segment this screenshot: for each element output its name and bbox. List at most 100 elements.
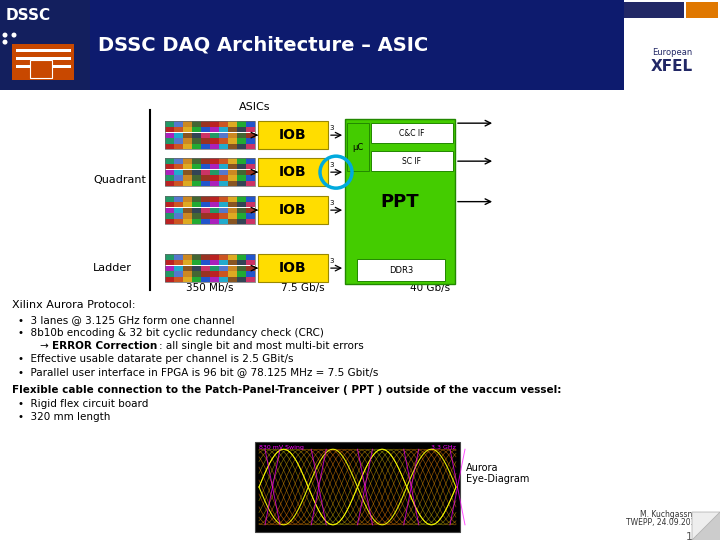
- Bar: [237, 197, 246, 202]
- Text: 3: 3: [329, 125, 333, 131]
- Bar: [192, 133, 201, 138]
- Bar: [165, 133, 174, 138]
- Bar: [165, 138, 174, 144]
- Bar: [183, 271, 192, 276]
- Bar: [237, 271, 246, 276]
- Bar: [237, 277, 246, 282]
- Bar: [174, 266, 183, 271]
- Bar: [201, 138, 210, 144]
- Bar: [228, 170, 237, 175]
- Bar: [174, 197, 183, 202]
- Text: DSSC DAQ Architecture – ASIC: DSSC DAQ Architecture – ASIC: [98, 36, 428, 55]
- Bar: [165, 260, 174, 265]
- Bar: [210, 197, 219, 202]
- Bar: [174, 181, 183, 186]
- Bar: [192, 138, 201, 144]
- Bar: [246, 208, 255, 213]
- Text: 7.5 Gb/s: 7.5 Gb/s: [282, 283, 325, 293]
- Bar: [210, 122, 219, 127]
- Polygon shape: [692, 512, 720, 540]
- Text: European: European: [652, 48, 692, 57]
- Bar: [183, 144, 192, 149]
- Bar: [246, 122, 255, 127]
- Bar: [201, 254, 210, 260]
- Bar: [30, 60, 52, 78]
- Bar: [210, 260, 219, 265]
- Text: 350 Mb/s: 350 Mb/s: [186, 283, 234, 293]
- Bar: [192, 254, 201, 260]
- Text: Quadrant: Quadrant: [93, 175, 146, 185]
- Bar: [219, 158, 228, 164]
- Bar: [165, 254, 174, 260]
- Bar: [183, 260, 192, 265]
- Bar: [210, 164, 219, 170]
- Bar: [246, 127, 255, 132]
- Bar: [201, 197, 210, 202]
- Text: →: →: [40, 341, 52, 351]
- Bar: [174, 144, 183, 149]
- Bar: [228, 122, 237, 127]
- Bar: [183, 170, 192, 175]
- Bar: [219, 202, 228, 207]
- Bar: [210, 158, 219, 164]
- Bar: [192, 208, 201, 213]
- Bar: [174, 202, 183, 207]
- Bar: [228, 266, 237, 271]
- Bar: [219, 277, 228, 282]
- Bar: [228, 260, 237, 265]
- Bar: [210, 144, 219, 149]
- Bar: [246, 144, 255, 149]
- Bar: [246, 170, 255, 175]
- Bar: [201, 122, 210, 127]
- Bar: [357, 259, 445, 281]
- Bar: [165, 197, 174, 202]
- Bar: [237, 176, 246, 180]
- Bar: [258, 254, 328, 282]
- Bar: [228, 213, 237, 219]
- Bar: [174, 138, 183, 144]
- Bar: [16, 57, 71, 60]
- Bar: [237, 266, 246, 271]
- Bar: [165, 170, 174, 175]
- Circle shape: [2, 32, 7, 38]
- Bar: [210, 202, 219, 207]
- Bar: [192, 176, 201, 180]
- Bar: [165, 254, 255, 282]
- Bar: [165, 196, 255, 224]
- Bar: [210, 127, 219, 132]
- Bar: [237, 164, 246, 170]
- Bar: [192, 170, 201, 175]
- Bar: [201, 219, 210, 224]
- Bar: [201, 133, 210, 138]
- Bar: [246, 138, 255, 144]
- Bar: [183, 133, 192, 138]
- Bar: [219, 127, 228, 132]
- Bar: [237, 138, 246, 144]
- Bar: [201, 260, 210, 265]
- Bar: [174, 213, 183, 219]
- Bar: [219, 260, 228, 265]
- Bar: [210, 266, 219, 271]
- Bar: [219, 208, 228, 213]
- Bar: [210, 133, 219, 138]
- Bar: [183, 266, 192, 271]
- Bar: [219, 133, 228, 138]
- Text: DSSC: DSSC: [6, 8, 51, 23]
- Bar: [228, 197, 237, 202]
- Text: 3.3 GHz: 3.3 GHz: [431, 445, 456, 450]
- Text: Flexible cable connection to the Patch-Panel-Tranceiver ( PPT ) outside of the v: Flexible cable connection to the Patch-P…: [12, 385, 562, 395]
- Bar: [210, 208, 219, 213]
- Bar: [228, 133, 237, 138]
- Bar: [219, 254, 228, 260]
- Bar: [210, 213, 219, 219]
- Bar: [165, 277, 174, 282]
- Bar: [237, 122, 246, 127]
- Text: 830 mV Swing: 830 mV Swing: [259, 445, 304, 450]
- Bar: [174, 219, 183, 224]
- Bar: [174, 127, 183, 132]
- Bar: [246, 213, 255, 219]
- Bar: [165, 266, 174, 271]
- Bar: [183, 158, 192, 164]
- Bar: [165, 176, 174, 180]
- Bar: [16, 65, 71, 68]
